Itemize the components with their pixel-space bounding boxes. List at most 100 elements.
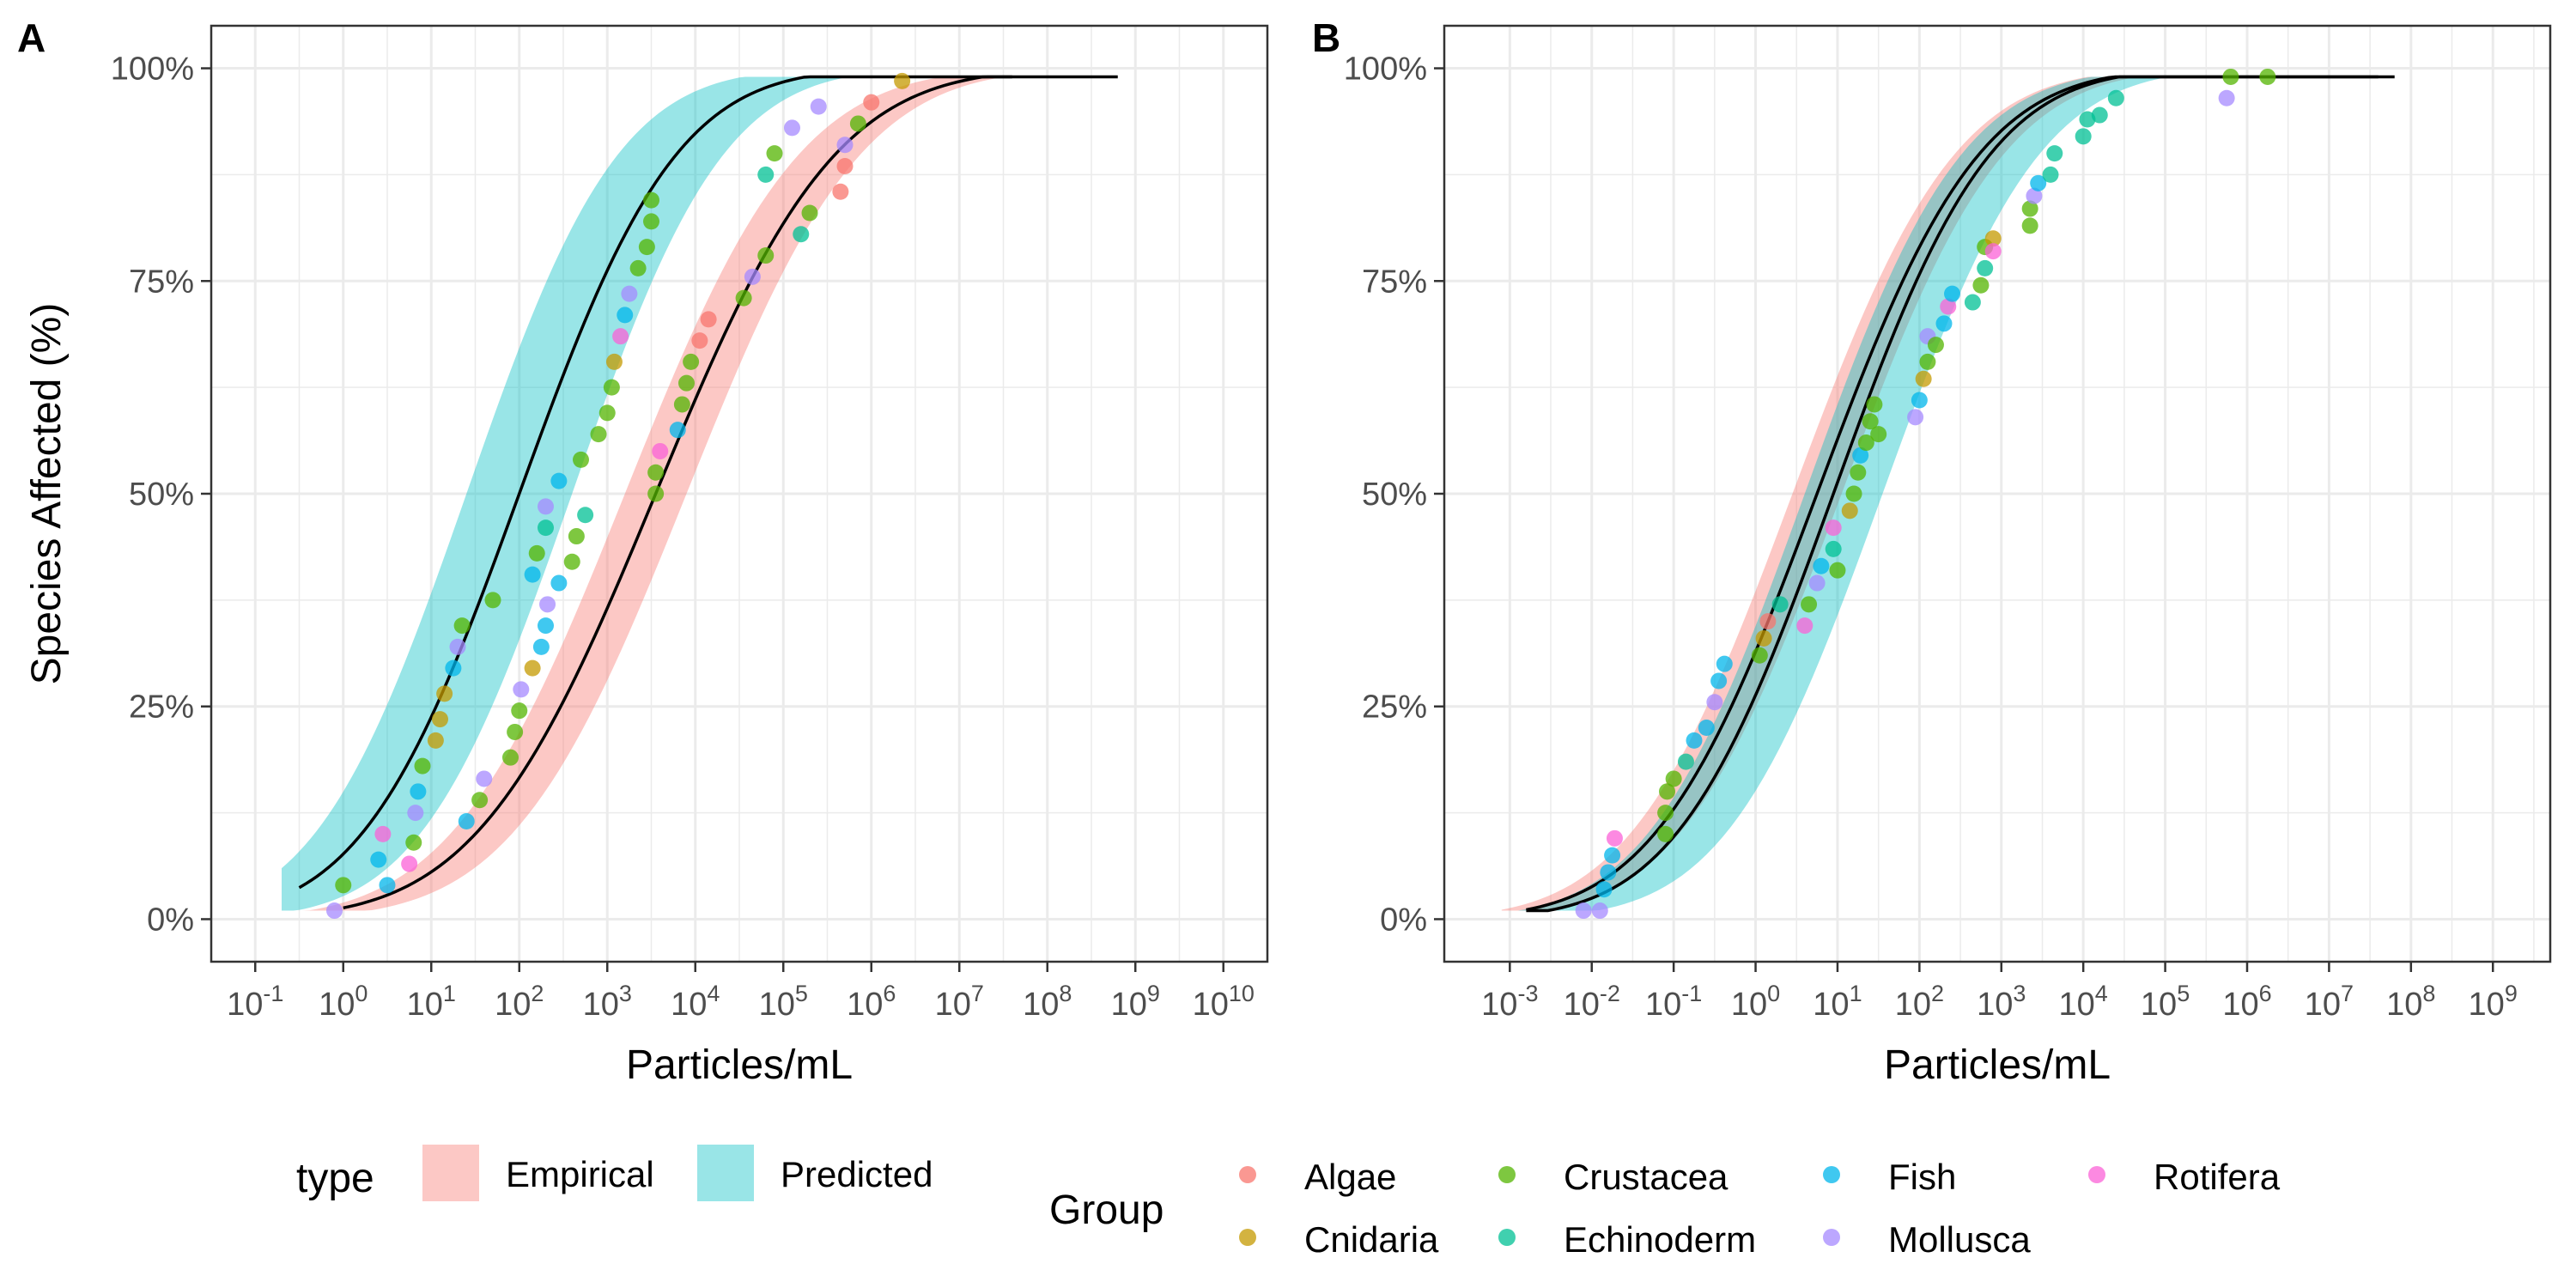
data-point-cnidaria bbox=[524, 659, 541, 677]
data-point-echinoderm bbox=[1977, 259, 1994, 276]
legend-group-items: Algae Cnidaria Crustacea Echinoderm Fish Moll… bbox=[1239, 1157, 2281, 1260]
data-point-fish bbox=[370, 851, 387, 868]
data-point-echinoderm bbox=[757, 166, 775, 183]
x-tick-label: 101 bbox=[407, 981, 456, 1023]
legend-label-mollusca: Mollusca bbox=[1888, 1219, 2031, 1260]
data-point-echinoderm bbox=[2091, 106, 2108, 124]
y-tick-label: 75% bbox=[1362, 264, 1427, 300]
data-point-fish bbox=[445, 659, 462, 677]
data-point-crustacea bbox=[683, 353, 700, 370]
data-point-algae bbox=[832, 183, 849, 200]
y-tick-label: 25% bbox=[1362, 690, 1427, 726]
x-tick-label: 106 bbox=[847, 981, 896, 1023]
data-point-fish bbox=[1698, 720, 1715, 736]
x-tick-label: 10-1 bbox=[227, 981, 283, 1023]
data-point-crustacea bbox=[1927, 337, 1944, 354]
data-point-fish bbox=[617, 307, 634, 324]
data-point-mollusca bbox=[621, 285, 638, 302]
data-point-mollusca bbox=[538, 498, 554, 515]
data-point-crustacea bbox=[673, 396, 690, 413]
data-point-echinoderm bbox=[1964, 294, 1981, 311]
data-point-crustacea bbox=[414, 757, 431, 775]
data-point-crustacea bbox=[1659, 783, 1676, 800]
x-tick-label: 10-2 bbox=[1564, 981, 1620, 1023]
data-point-cnidaria bbox=[436, 685, 453, 702]
x-tick-label: 103 bbox=[583, 981, 632, 1023]
data-point-echinoderm bbox=[577, 507, 594, 524]
legend-label-empirical: Empirical bbox=[506, 1154, 654, 1194]
data-point-echinoderm bbox=[1771, 596, 1789, 613]
data-point-echinoderm bbox=[1825, 540, 1842, 557]
data-point-algae bbox=[836, 158, 854, 174]
data-point-crustacea bbox=[335, 877, 352, 894]
data-point-crustacea bbox=[766, 145, 783, 162]
data-point-crustacea bbox=[647, 464, 665, 481]
data-point-crustacea bbox=[1972, 276, 1990, 294]
data-point-fish bbox=[1710, 672, 1728, 690]
data-point-crustacea bbox=[1870, 426, 1887, 443]
data-point-crustacea bbox=[735, 289, 752, 307]
y-tick-label: 0% bbox=[147, 902, 194, 938]
x-tick-label: 102 bbox=[1895, 981, 1944, 1023]
x-tick-label: 100 bbox=[1731, 981, 1780, 1023]
data-point-crustacea bbox=[757, 247, 775, 264]
data-point-rotifera bbox=[612, 328, 629, 345]
data-point-rotifera bbox=[652, 442, 669, 459]
panel-b-tag: B bbox=[1312, 15, 1340, 60]
data-point-fish bbox=[1944, 285, 1961, 302]
data-point-algae bbox=[863, 94, 880, 111]
y-tick-label: 50% bbox=[1362, 477, 1427, 513]
data-point-echinoderm bbox=[2075, 128, 2092, 145]
data-point-mollusca bbox=[1907, 409, 1924, 426]
data-point-fish bbox=[1716, 655, 1733, 672]
x-tick-label: 100 bbox=[319, 981, 368, 1023]
panel-a: 0%25%50%75%100% 10-1 100 101 102 103 104 105 10… bbox=[17, 15, 1269, 1088]
panel-a-curves bbox=[298, 75, 1118, 910]
data-point-mollusca bbox=[2026, 187, 2043, 204]
panel-b-x-axis-title: Particles/mL bbox=[1884, 1042, 2111, 1088]
data-point-mollusca bbox=[1575, 902, 1592, 920]
data-point-mollusca bbox=[1591, 902, 1608, 920]
x-tick-label: 101 bbox=[1813, 981, 1862, 1023]
panel-b-grid bbox=[1444, 26, 2550, 962]
data-point-rotifera bbox=[1606, 829, 1623, 847]
data-point-fish bbox=[1852, 447, 1869, 464]
data-point-cnidaria bbox=[432, 711, 448, 728]
data-point-fish bbox=[532, 638, 550, 655]
data-point-fish bbox=[1595, 881, 1613, 898]
panel-b-y-ticks: 0% 25% 50% 75% 100% bbox=[1344, 52, 1444, 938]
legend-label-rotifera: Rotifera bbox=[2154, 1157, 2281, 1197]
x-tick-label: 109 bbox=[1111, 981, 1160, 1023]
data-point-crustacea bbox=[801, 204, 818, 222]
data-point-crustacea bbox=[643, 191, 659, 209]
x-tick-label: 104 bbox=[2059, 981, 2108, 1023]
data-point-echinoderm bbox=[793, 226, 810, 243]
data-point-crustacea bbox=[643, 213, 659, 230]
data-point-fish bbox=[550, 472, 568, 489]
x-tick-label: 108 bbox=[1023, 981, 1072, 1023]
data-point-crustacea bbox=[849, 115, 866, 132]
data-point-fish bbox=[1935, 315, 1953, 332]
data-point-crustacea bbox=[1657, 825, 1674, 842]
data-point-crustacea bbox=[1665, 770, 1682, 787]
data-point-cnidaria bbox=[1755, 629, 1772, 647]
legend-group: Group Algae Cnidaria Crustacea Echinoderm Fi… bbox=[1049, 1157, 2281, 1260]
legend-label-predicted: Predicted bbox=[781, 1154, 933, 1194]
data-point-rotifera bbox=[1940, 298, 1957, 315]
legend-type: type Empirical Predicted bbox=[296, 1145, 933, 1201]
y-axis-title: Species Affected (%) bbox=[24, 303, 70, 685]
data-point-mollusca bbox=[539, 596, 556, 613]
x-tick-label: 107 bbox=[935, 981, 984, 1023]
data-point-echinoderm bbox=[2046, 145, 2063, 162]
data-point-cnidaria bbox=[1984, 230, 2002, 247]
data-point-echinoderm bbox=[2107, 89, 2124, 106]
data-point-crustacea bbox=[1829, 562, 1846, 579]
x-tick-label: 1010 bbox=[1193, 981, 1255, 1023]
data-point-fish bbox=[458, 813, 475, 829]
data-point-mollusca bbox=[1808, 574, 1826, 592]
legend-dot-mollusca bbox=[1823, 1229, 1840, 1246]
data-point-crustacea bbox=[1751, 647, 1768, 664]
data-point-fish bbox=[1911, 392, 1928, 409]
data-point-cnidaria bbox=[894, 72, 911, 89]
